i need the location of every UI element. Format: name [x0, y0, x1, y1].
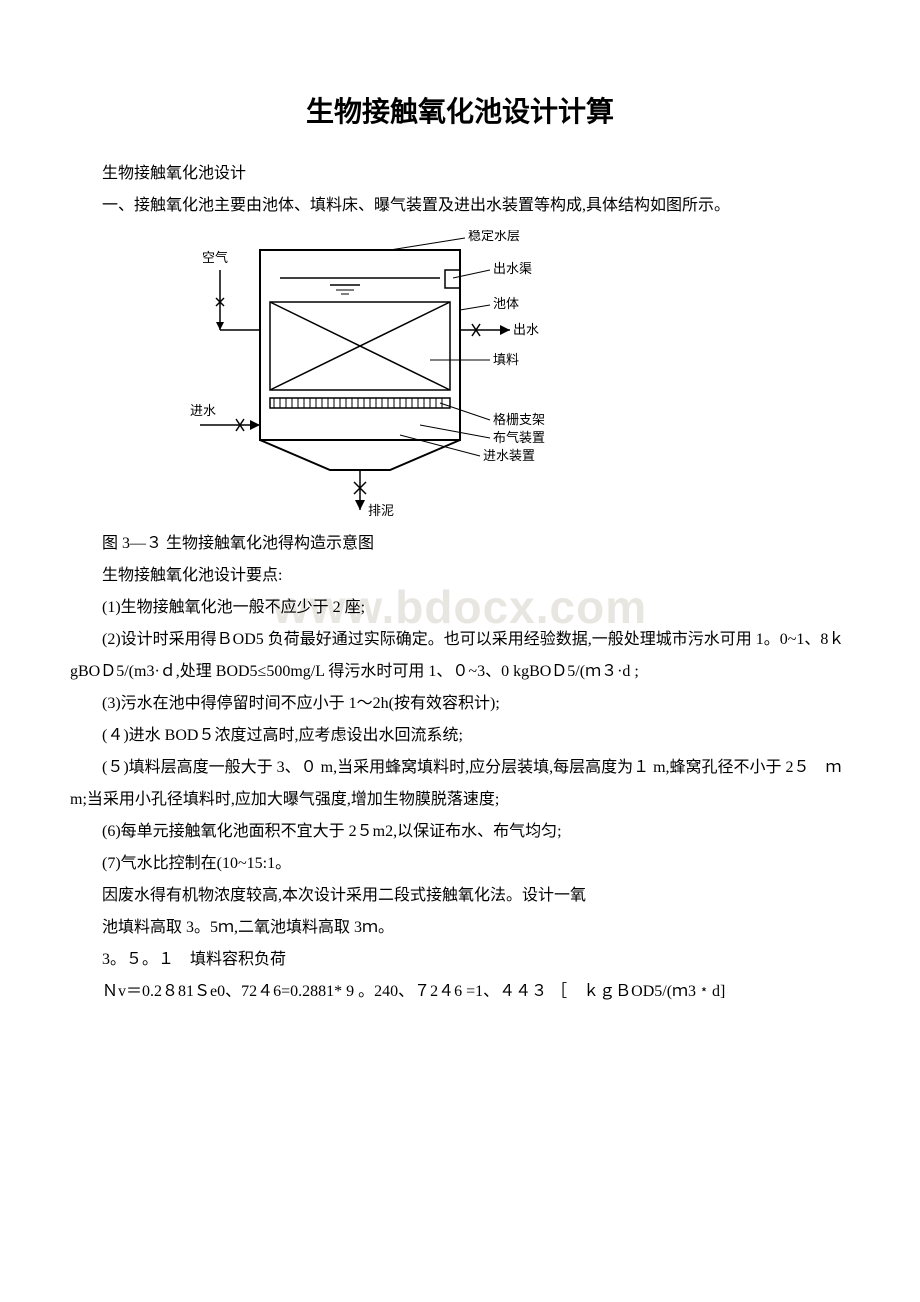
paragraph: (1)生物接触氧化池一般不应少于 2 座;	[70, 592, 850, 624]
paragraph: 因废水得有机物浓度较高,本次设计采用二段式接触氧化法。设计一氧	[70, 880, 850, 912]
paragraph: Ｎv＝0.2８81Ｓe0、72４6=0.2881* 9 。240、７2４6 =1…	[70, 976, 850, 1008]
paragraph: (５)填料层高度一般大于 3、０ m,当采用蜂窝填料时,应分层装填,每层高度为１…	[70, 752, 850, 816]
label-tank-body: 池体	[493, 296, 519, 311]
label-sludge: 排泥	[368, 503, 394, 518]
label-filler: 填料	[493, 352, 519, 367]
paragraph: (４)进水 BOD５浓度过高时,应考虑设出水回流系统;	[70, 720, 850, 752]
paragraph: (2)设计时采用得ＢOD5 负荷最好通过实际确定。也可以采用经验数据,一般处理城…	[70, 624, 850, 688]
paragraph: 3。５。１ 填料容积负荷	[70, 944, 850, 976]
paragraph: 一、接触氧化池主要由池体、填料床、曝气装置及进出水装置等构成,具体结构如图所示。	[70, 190, 850, 222]
diagram-figure: 空气 进水 排泥 稳定水层 出水渠 池体 出水 填料 格栅支架 布气装置 进水装…	[150, 230, 570, 520]
label-inlet: 进水	[190, 403, 216, 418]
paragraph: 生物接触氧化池设计	[70, 158, 850, 190]
figure-caption: 图 3—３ 生物接触氧化池得构造示意图	[70, 528, 850, 560]
document-content: 生物接触氧化池设计计算 生物接触氧化池设计 一、接触氧化池主要由池体、填料床、曝…	[70, 90, 850, 1008]
paragraph: (7)气水比控制在(10~15:1。	[70, 848, 850, 880]
label-grid-support: 格栅支架	[493, 412, 545, 427]
paragraph: 生物接触氧化池设计要点:	[70, 560, 850, 592]
label-outlet-channel: 出水渠	[493, 261, 532, 276]
document-title: 生物接触氧化池设计计算	[70, 90, 850, 130]
label-outlet: 出水	[513, 322, 539, 337]
label-air: 空气	[202, 250, 228, 265]
label-air-device: 布气装置	[493, 430, 545, 445]
paragraph: 池填料高取 3。5ｍ,二氧池填料高取 3ｍ。	[70, 912, 850, 944]
label-stable-water: 稳定水层	[468, 230, 520, 243]
label-inlet-device: 进水装置	[483, 448, 535, 463]
paragraph: (6)每单元接触氧化池面积不宜大于 2５m2,以保证布水、布气均匀;	[70, 816, 850, 848]
paragraph: (3)污水在池中得停留时间不应小于 1～2h(按有效容积计);	[70, 688, 850, 720]
